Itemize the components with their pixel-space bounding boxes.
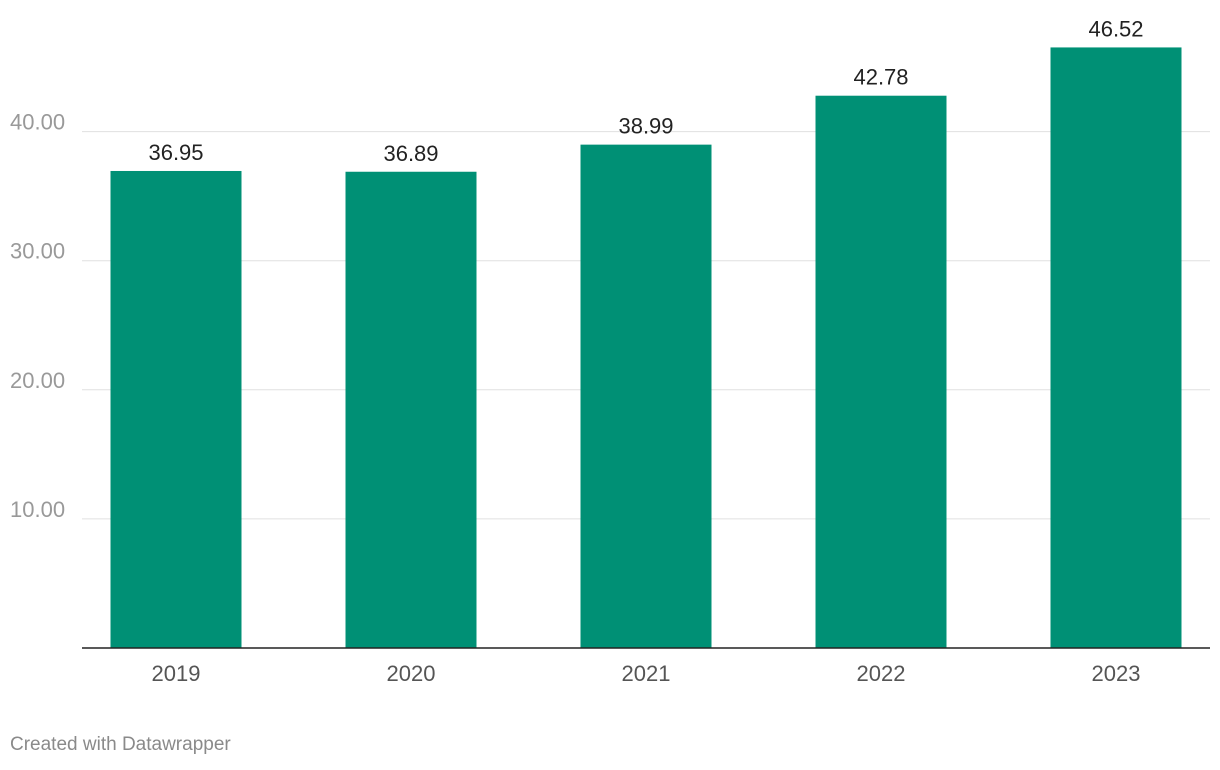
x-tick-label-2021: 2021 [622,661,671,686]
y-tick-label: 20.00 [10,368,65,393]
y-tick-label: 40.00 [10,110,65,135]
value-label-2019: 36.95 [148,140,203,165]
chart-credit: Created with Datawrapper [10,734,231,755]
bars [110,47,1182,648]
x-tick-label-2023: 2023 [1092,661,1141,686]
y-tick-label: 10.00 [10,497,65,522]
x-tick-label-2020: 2020 [387,661,436,686]
bar-2020 [345,171,477,648]
x-tick-label-2019: 2019 [152,661,201,686]
value-label-2020: 36.89 [383,141,438,166]
bar-2021 [580,144,712,648]
y-tick-label: 30.00 [10,239,65,264]
x-tick-label-2022: 2022 [857,661,906,686]
bar-2022 [815,95,947,648]
labels: 36.95 2019 36.89 2020 38.99 2021 42.78 2022 46.5… [148,16,1143,686]
bar-2023 [1050,47,1182,648]
value-label-2022: 42.78 [853,65,908,90]
value-label-2023: 46.52 [1088,16,1143,41]
value-label-2021: 38.99 [618,114,673,139]
bar-2019 [110,170,242,648]
